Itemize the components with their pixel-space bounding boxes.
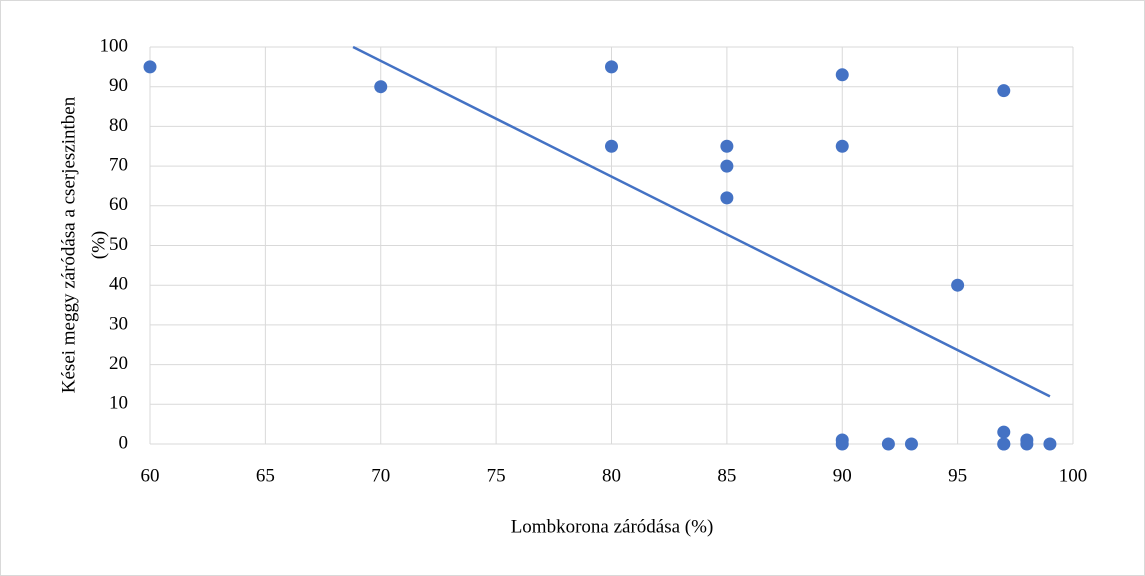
point bbox=[997, 425, 1011, 439]
y-tick-label: 60 bbox=[109, 194, 128, 215]
point bbox=[835, 68, 849, 82]
x-tick-label: 75 bbox=[487, 465, 506, 486]
point bbox=[605, 60, 618, 74]
point bbox=[997, 84, 1011, 98]
point bbox=[143, 60, 157, 74]
x-tick-label: 95 bbox=[948, 465, 967, 486]
x-tick-label: 70 bbox=[371, 465, 390, 486]
y-tick-label: 20 bbox=[109, 353, 128, 374]
point bbox=[951, 278, 965, 292]
x-tick-label: 80 bbox=[602, 465, 621, 486]
y-tick-label: 70 bbox=[109, 154, 128, 175]
x-tick-label: 60 bbox=[141, 465, 160, 486]
point bbox=[904, 437, 918, 451]
y-axis-label: Kései meggy záródása a cserjeszintben (%… bbox=[58, 96, 109, 393]
y-tick-label: 100 bbox=[100, 35, 129, 56]
point bbox=[720, 191, 734, 205]
y-tick-label: 50 bbox=[109, 234, 128, 255]
trendline bbox=[352, 45, 1051, 398]
point bbox=[997, 437, 1011, 451]
y-tick-label: 40 bbox=[109, 274, 128, 295]
point bbox=[1020, 437, 1034, 451]
point bbox=[835, 437, 849, 451]
y-axis-label-line: (%) bbox=[88, 231, 109, 259]
y-tick-label: 30 bbox=[109, 313, 128, 334]
point bbox=[605, 139, 618, 153]
point bbox=[835, 139, 849, 153]
x-axis-label: Lombkorona záródása (%) bbox=[511, 516, 714, 537]
y-tick-label: 80 bbox=[109, 115, 128, 136]
point bbox=[720, 159, 734, 173]
y-axis-label-line: Kései meggy záródása a cserjeszintben bbox=[58, 96, 79, 393]
x-tick-label: 65 bbox=[256, 465, 275, 486]
y-tick-label: 10 bbox=[109, 393, 128, 414]
point bbox=[720, 139, 734, 153]
y-tick-label: 90 bbox=[109, 75, 128, 96]
point bbox=[881, 437, 895, 451]
x-tick-label: 100 bbox=[1059, 465, 1088, 486]
point bbox=[1043, 437, 1057, 451]
x-tick-label: 85 bbox=[717, 465, 736, 486]
point bbox=[374, 80, 388, 94]
x-tick-label: 90 bbox=[833, 465, 852, 486]
y-tick-label: 0 bbox=[119, 432, 129, 453]
